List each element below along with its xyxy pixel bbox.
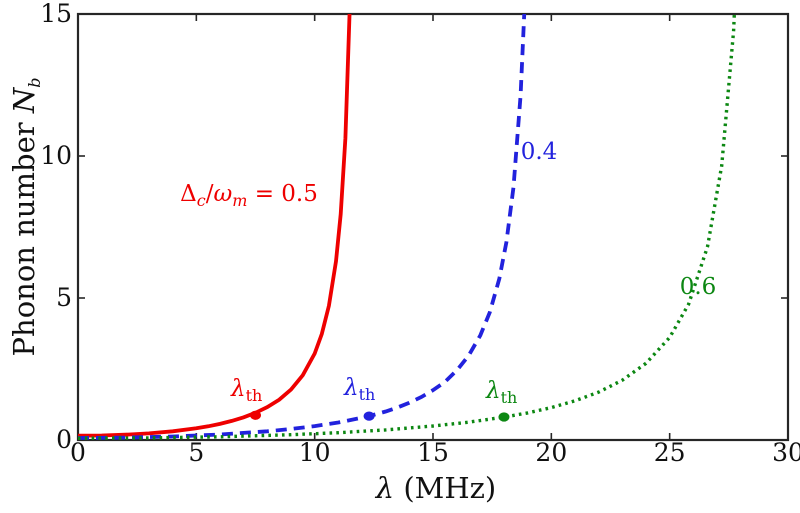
x-tick-label: 0	[70, 438, 86, 467]
x-tick-label: 15	[417, 438, 449, 467]
blue-dashed-curve	[78, 14, 527, 440]
x-tick-label: 20	[535, 438, 567, 467]
blue-threshold-marker	[363, 411, 375, 421]
green-dotted-curve	[78, 14, 737, 440]
x-axis-label: λ (MHz)	[375, 471, 497, 505]
y-tick-label: 5	[56, 283, 72, 312]
axis-tick-labels: 0 5 10 15 20 25 30 0 5 10 15	[40, 0, 800, 467]
y-tick-label: 10	[40, 141, 72, 170]
x-tick-label: 10	[299, 438, 331, 467]
red-threshold-marker	[250, 410, 261, 420]
x-tick-label: 25	[654, 438, 686, 467]
blue-curve-label: 0.4	[521, 139, 558, 165]
blue-lambda-th-label: λth	[343, 375, 375, 404]
red-curve-label: Δc/ωm = 0.5	[180, 181, 318, 210]
green-threshold-marker	[498, 412, 510, 422]
x-tick-label: 30	[772, 438, 800, 467]
y-tick-label: 0	[56, 425, 72, 454]
y-axis-label: Phonon number Nb	[7, 78, 44, 357]
green-lambda-th-label: λth	[485, 378, 517, 407]
curves-group	[78, 14, 737, 440]
axis-ticks	[77, 13, 789, 441]
red-solid-curve	[78, 14, 352, 438]
green-curve-label: 0.6	[680, 274, 717, 300]
red-lambda-th-label: λth	[230, 376, 262, 405]
y-tick-label: 15	[40, 0, 72, 28]
x-tick-label: 5	[188, 438, 204, 467]
plot-frame	[76, 12, 790, 442]
